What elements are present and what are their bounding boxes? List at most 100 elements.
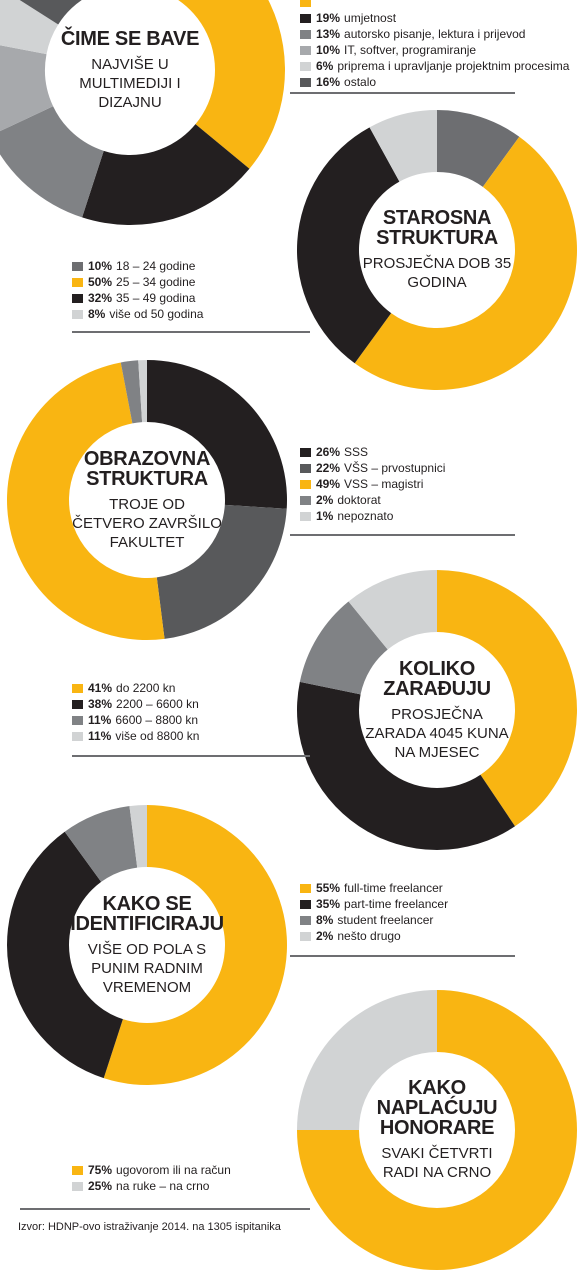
chart-subtitle: PROSJEČNA DOB 35 GODINA bbox=[362, 255, 512, 291]
donut-segment bbox=[299, 601, 388, 695]
legend-swatch bbox=[300, 0, 311, 7]
donut-segment bbox=[437, 570, 577, 827]
legend-swatch bbox=[300, 13, 311, 23]
chart-subtitle: PROSJEČNA ZARADA 4045 KUNA NA MJESEC bbox=[365, 705, 509, 761]
donut-segment bbox=[103, 805, 287, 1085]
legend-label: do 2200 kn bbox=[116, 681, 176, 695]
legend-label: IT, softver, programiranje bbox=[344, 43, 477, 57]
legend-value: 11% bbox=[88, 729, 112, 743]
donut-segment bbox=[147, 360, 288, 509]
legend: 75% ugovorom ili na račun 25% na ruke – na … bbox=[72, 1162, 231, 1194]
legend-label: više od 8800 kn bbox=[115, 729, 200, 743]
legend-value: 19% bbox=[316, 11, 341, 25]
legend-value: 10% bbox=[316, 43, 341, 57]
legend-item: 10% 18 – 24 godine bbox=[72, 258, 203, 274]
donut-segment bbox=[297, 990, 577, 1270]
legend-label: nepoznato bbox=[337, 509, 394, 523]
legend-swatch bbox=[300, 61, 311, 71]
legend-label: SSS bbox=[344, 445, 369, 459]
donut-segment bbox=[354, 136, 577, 390]
donut-segment bbox=[64, 806, 138, 882]
chart-subtitle: TROJE OD ČETVERO ZAVRŠILO FAKULTET bbox=[72, 495, 222, 551]
legend-value: 26% bbox=[316, 445, 341, 459]
legend-item: 8% više od 50 godina bbox=[72, 306, 203, 322]
legend-item: 49% VSS – magistri bbox=[300, 476, 445, 492]
donut-segment bbox=[369, 110, 437, 182]
legend-item: 19% umjetnost bbox=[300, 10, 569, 26]
legend-value: 11% bbox=[88, 713, 112, 727]
legend-swatch bbox=[300, 45, 311, 55]
legend-value: 6% bbox=[316, 59, 334, 73]
legend-value: 2% bbox=[316, 493, 334, 507]
legend-swatch bbox=[300, 463, 311, 473]
legend-item: 16% ostalo bbox=[300, 74, 569, 90]
legend-label: ugovorom ili na račun bbox=[116, 1163, 231, 1177]
legend-item: 41% do 2200 kn bbox=[72, 680, 199, 696]
legend-value: 25% bbox=[88, 1179, 113, 1193]
legend-label: na ruke – na crno bbox=[116, 1179, 210, 1193]
legend-value: 49% bbox=[316, 477, 341, 491]
legend-swatch bbox=[72, 261, 83, 271]
legend-item: 1% nepoznato bbox=[300, 508, 445, 524]
legend-swatch bbox=[72, 683, 83, 693]
legend-label: doktorat bbox=[337, 493, 381, 507]
legend-label: 18 – 24 godine bbox=[116, 259, 196, 273]
divider bbox=[72, 755, 310, 757]
donut-segment bbox=[120, 360, 143, 424]
legend-label: umjetnost bbox=[344, 11, 397, 25]
divider bbox=[72, 331, 310, 333]
legend: 55% full-time freelancer 35% part-time free… bbox=[300, 880, 448, 944]
legend-label: VŠS – prvostupnici bbox=[344, 461, 446, 475]
divider bbox=[290, 955, 515, 957]
legend-item: 32% 35 – 49 godina bbox=[72, 290, 203, 306]
chart-subtitle: VIŠE OD POLA S PUNIM RADNIM VREMENOM bbox=[87, 940, 207, 996]
legend-swatch bbox=[300, 479, 311, 489]
legend-label: 35 – 49 godina bbox=[116, 291, 196, 305]
chart-title: KOLIKO ZARAĐUJU bbox=[383, 657, 491, 700]
legend-value: 8% bbox=[316, 913, 334, 927]
legend-label: student freelancer bbox=[337, 913, 434, 927]
legend-item: 10% IT, softver, programiranje bbox=[300, 42, 569, 58]
legend-label: autorsko pisanje, lektura i prijevod bbox=[344, 27, 526, 41]
legend-value: 50% bbox=[88, 275, 113, 289]
legend-item: 11% 6600 – 8800 kn bbox=[72, 712, 199, 728]
legend: 41% do 2200 kn 38% 2200 – 6600 kn 11% 6600 – … bbox=[72, 680, 199, 744]
legend-swatch bbox=[72, 1181, 83, 1191]
legend-value: 35% bbox=[316, 897, 341, 911]
source: Izvor: HDNP-ovo istraživanje 2014. na 13… bbox=[18, 1221, 281, 1233]
donut-center: KAKO NAPLAĆUJU HONORARE SVAKI ČETVRTI RAD… bbox=[362, 1055, 512, 1205]
legend-swatch bbox=[300, 511, 311, 521]
legend-item bbox=[300, 0, 569, 10]
donut-segment bbox=[138, 360, 147, 423]
legend-value: 1% bbox=[316, 509, 334, 523]
legend-item: 38% 2200 – 6600 kn bbox=[72, 696, 199, 712]
chart-subtitle: SVAKI ČETVRTI RADI NA CRNO bbox=[381, 1145, 493, 1181]
legend-value: 10% bbox=[88, 259, 113, 273]
legend-value: 2% bbox=[316, 929, 334, 943]
legend-swatch bbox=[72, 699, 83, 709]
donut-segment bbox=[297, 127, 400, 364]
legend-swatch bbox=[72, 293, 83, 303]
donut-segment bbox=[437, 110, 520, 187]
donut-center: OBRAZOVNA STRUKTURA TROJE OD ČETVERO ZAVR… bbox=[72, 425, 222, 575]
donut-segment bbox=[6, 831, 123, 1079]
legend-value: 13% bbox=[316, 27, 341, 41]
legend-item: 11% više od 8800 kn bbox=[72, 728, 199, 744]
legend-label: priprema i upravljanje projektnim proces… bbox=[337, 59, 570, 73]
donut-segment bbox=[178, 0, 285, 169]
legend-swatch bbox=[72, 715, 83, 725]
legend-label: ostalo bbox=[344, 75, 377, 89]
divider bbox=[20, 1208, 310, 1210]
legend-value: 38% bbox=[88, 697, 113, 711]
legend-value: 16% bbox=[316, 75, 341, 89]
legend-item: 75% ugovorom ili na račun bbox=[72, 1162, 231, 1178]
legend-value: 22% bbox=[316, 461, 341, 475]
legend-swatch bbox=[300, 899, 311, 909]
legend-value: 75% bbox=[88, 1163, 113, 1177]
divider bbox=[290, 92, 515, 94]
chart-subtitle: NAJVIŠE U MULTIMEDIJI I DIZAJNU bbox=[79, 55, 181, 111]
legend-swatch bbox=[72, 1165, 83, 1175]
legend-item: 50% 25 – 34 godine bbox=[72, 274, 203, 290]
legend-label: nešto drugo bbox=[337, 929, 401, 943]
